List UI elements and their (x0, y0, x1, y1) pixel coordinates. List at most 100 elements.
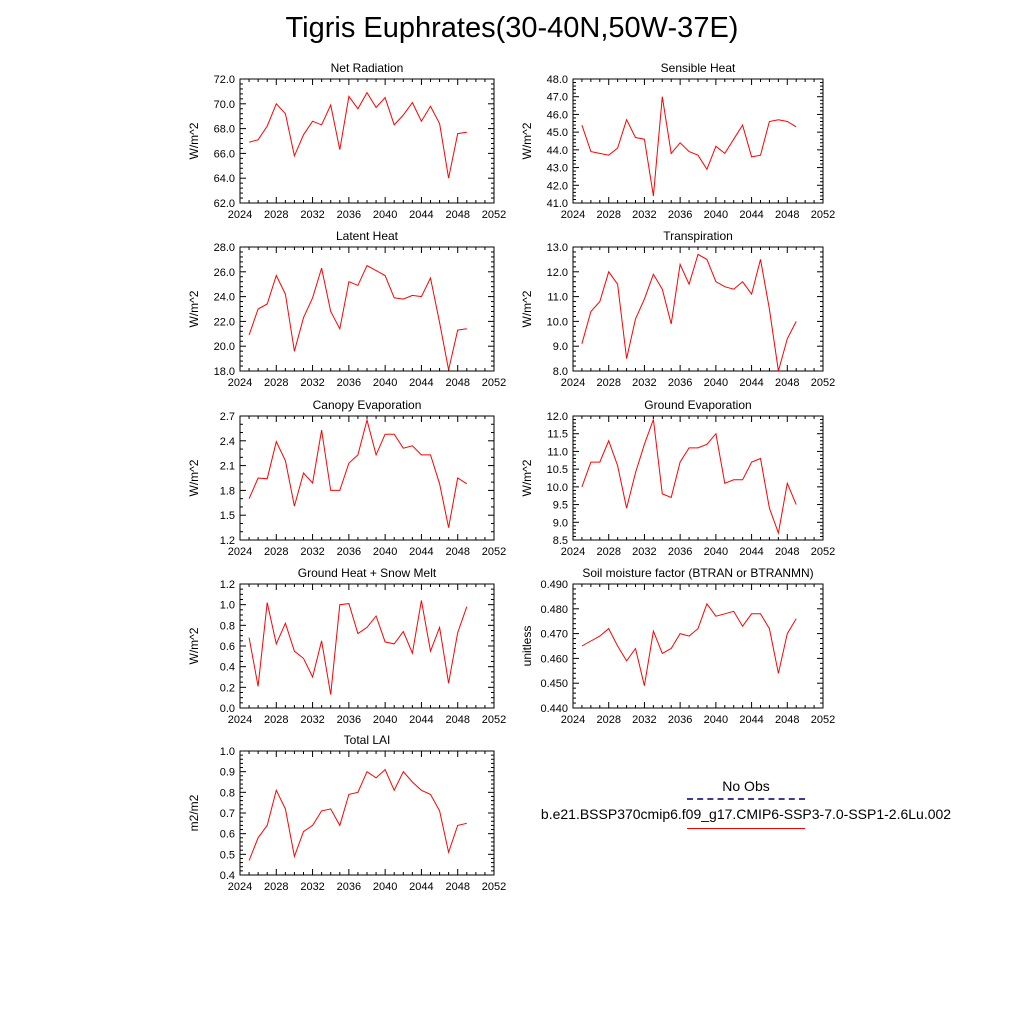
y-tick-label: 2.4 (220, 436, 235, 448)
y-tick-label: 0.6 (220, 641, 235, 653)
x-tick-label: 2052 (811, 714, 835, 726)
y-tick-label: 9.5 (553, 500, 568, 512)
x-tick-label: 2048 (775, 546, 799, 558)
chart-panel: 2024 2028 2032 2036 2040 2044 2048 2052 0.440 0.4… (520, 566, 835, 726)
y-tick-label: 41.0 (547, 198, 568, 210)
y-tick-label: 0.440 (540, 703, 568, 715)
x-tick-label: 2028 (596, 377, 620, 389)
y-tick-label: 0.7 (220, 808, 235, 820)
y-tick-label: 0.4 (220, 870, 235, 882)
x-tick-label: 2024 (228, 714, 252, 726)
series-line (248, 91, 467, 179)
x-tick-label: 2028 (596, 714, 620, 726)
y-axis-label: W/m^2 (187, 459, 201, 496)
y-tick-label: 72.0 (214, 74, 235, 86)
x-tick-label: 2048 (445, 546, 469, 558)
y-tick-label: 13.0 (547, 242, 568, 254)
x-tick-label: 2032 (632, 377, 656, 389)
x-tick-label: 2024 (561, 714, 585, 726)
y-tick-label: 64.0 (214, 173, 235, 185)
x-tick-label: 2040 (373, 546, 397, 558)
x-tick-label: 2028 (264, 209, 288, 221)
y-axis-label: W/m^2 (187, 290, 201, 327)
x-tick-label: 2044 (409, 881, 433, 893)
y-tick-label: 1.5 (220, 510, 235, 522)
y-tick-label: 28.0 (214, 242, 235, 254)
y-tick-label: 68.0 (214, 124, 235, 136)
x-tick-label: 2040 (373, 209, 397, 221)
x-tick-label: 2032 (300, 881, 324, 893)
y-tick-label: 0.460 (540, 653, 568, 665)
x-tick-label: 2040 (704, 377, 728, 389)
chart-title: Total LAI (344, 733, 391, 747)
legend-case-label: b.e21.BSSP370cmip6.f09_g17.CMIP6-SSP3-7.… (540, 806, 952, 822)
x-tick-label: 2044 (409, 714, 433, 726)
y-tick-label: 26.0 (214, 267, 235, 279)
x-tick-label: 2044 (739, 714, 763, 726)
plot-frame (572, 583, 824, 709)
x-tick-label: 2024 (561, 377, 585, 389)
y-tick-label: 22.0 (214, 316, 235, 328)
chart-panel: 2024 2028 2032 2036 2040 2044 2048 2052 0.4 0.5 0.… (187, 733, 506, 893)
legend-case-line (687, 828, 805, 829)
x-tick-label: 2040 (373, 881, 397, 893)
y-tick-label: 8.5 (553, 535, 568, 547)
x-tick-label: 2052 (482, 546, 506, 558)
y-axis-label: W/m^2 (520, 122, 534, 159)
x-tick-label: 2036 (337, 209, 361, 221)
y-tick-label: 11.0 (547, 446, 568, 458)
x-tick-label: 2036 (668, 209, 692, 221)
plot-frame (239, 415, 495, 541)
x-tick-label: 2028 (264, 881, 288, 893)
series-line (248, 600, 468, 695)
series-line (581, 419, 797, 535)
y-tick-label: 10.0 (547, 482, 568, 494)
y-tick-label: 46.0 (547, 109, 568, 121)
chart-title: Sensible Heat (661, 61, 736, 75)
plot-frame (572, 415, 824, 541)
chart-title: Canopy Evaporation (313, 398, 422, 412)
y-axis-label: W/m^2 (187, 627, 201, 664)
y-tick-label: 43.0 (547, 163, 568, 175)
x-tick-label: 2048 (445, 714, 469, 726)
y-tick-label: 62.0 (214, 198, 235, 210)
x-tick-label: 2028 (264, 714, 288, 726)
y-tick-label: 42.0 (547, 180, 568, 192)
y-tick-label: 10.0 (547, 316, 568, 328)
x-tick-label: 2024 (561, 209, 585, 221)
plot-frame (239, 750, 495, 876)
y-tick-label: 2.1 (220, 461, 235, 473)
chart-title: Latent Heat (336, 229, 399, 243)
y-tick-label: 1.0 (220, 746, 235, 758)
y-tick-label: 9.0 (553, 341, 568, 353)
y-tick-label: 20.0 (214, 341, 235, 353)
chart-title: Ground Heat + Snow Melt (298, 566, 437, 580)
y-tick-label: 0.8 (220, 787, 235, 799)
y-tick-label: 66.0 (214, 148, 235, 160)
x-tick-label: 2036 (337, 377, 361, 389)
chart-panel: 2024 2028 2032 2036 2040 2044 2048 2052 8.0 9.0 10… (520, 229, 835, 389)
y-tick-label: 0.4 (220, 662, 235, 674)
y-tick-label: 48.0 (547, 74, 568, 86)
x-tick-label: 2032 (300, 714, 324, 726)
x-tick-label: 2044 (409, 546, 433, 558)
x-tick-label: 2032 (300, 546, 324, 558)
x-tick-label: 2024 (561, 546, 585, 558)
x-tick-label: 2052 (482, 881, 506, 893)
x-tick-label: 2044 (739, 546, 763, 558)
chart-panel: 2024 2028 2032 2036 2040 2044 2048 2052 8.5 9.0 9.… (520, 398, 835, 558)
x-tick-label: 2044 (409, 209, 433, 221)
chart-panel: 2024 2028 2032 2036 2040 2044 2048 2052 0.0 0.2 0.… (187, 566, 506, 726)
x-tick-label: 2048 (775, 714, 799, 726)
y-tick-label: 12.0 (547, 411, 568, 423)
y-tick-label: 70.0 (214, 99, 235, 111)
x-tick-label: 2024 (228, 546, 252, 558)
y-tick-label: 12.0 (547, 267, 568, 279)
plot-frame (572, 78, 824, 204)
y-tick-label: 1.8 (220, 485, 235, 497)
y-tick-label: 45.0 (547, 127, 568, 139)
chart-panel: 2024 2028 2032 2036 2040 2044 2048 2052 18.0 20.0… (187, 229, 506, 389)
chart-title: Soil moisture factor (BTRAN or BTRANMN) (582, 566, 813, 580)
y-tick-label: 0.470 (540, 629, 568, 641)
